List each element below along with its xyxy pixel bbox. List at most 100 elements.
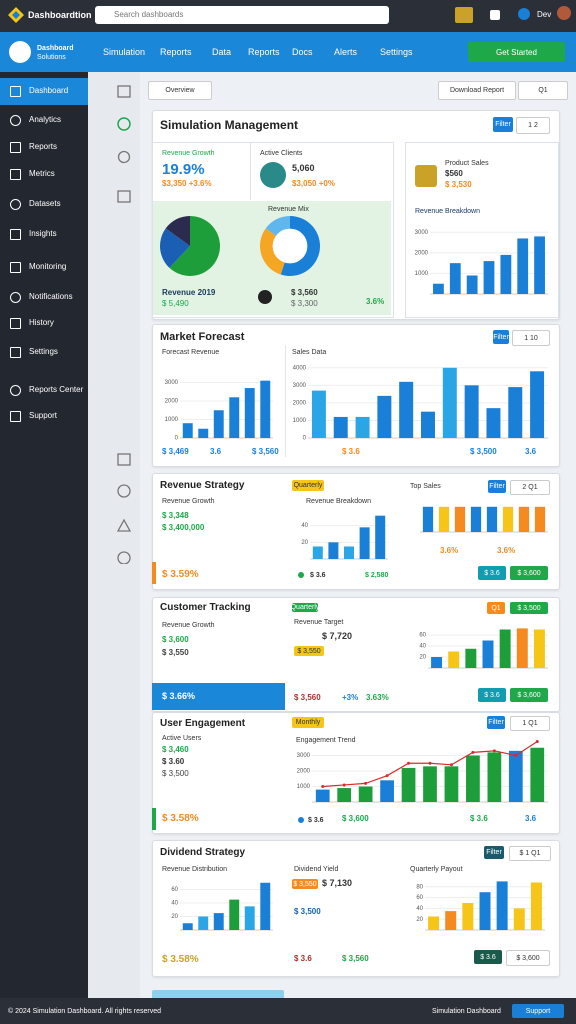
bar [213,410,224,438]
pager[interactable]: 1 10 [512,330,550,346]
panel-title: Customer Tracking [160,602,251,613]
nav-item[interactable]: Docs [292,47,313,57]
action-button[interactable]: $ 3.6 [474,950,502,964]
kpi-label: Active Clients [260,150,303,157]
sales-icon [415,165,437,187]
nav-item[interactable]: Data [212,47,232,57]
bar [534,506,546,532]
message-icon[interactable] [490,10,500,20]
kpi-value: $ 7,130 [322,878,353,888]
chart-label: Forecast Revenue [162,349,220,356]
kpi-label: Revenue Growth [162,150,215,157]
action-button[interactable]: $ 3,600 [510,566,548,580]
brand: Dashboardtion [28,10,92,20]
tag: Monthly [292,717,324,728]
bottom-stat: $ 3.58% [162,954,199,965]
filter-button[interactable]: Filter [488,480,506,493]
filter-button[interactable]: Filter [484,846,504,859]
nav-item[interactable]: Settings [380,47,413,57]
sidebar-item[interactable]: Monitoring [29,262,67,271]
sidebar-item[interactable]: Reports [29,142,58,151]
bar [260,882,271,930]
sales-card [405,142,559,318]
sidebar-item[interactable]: Insights [29,229,57,238]
nav-item[interactable]: Simulation [103,47,146,57]
trend-point [364,781,368,785]
mix-sub: $ 3,300 [291,299,318,308]
support-button[interactable]: Support [512,1004,564,1018]
bar [499,629,511,668]
sidebar-item[interactable]: Datasets [29,199,61,208]
bar [518,506,530,532]
panel-title: Revenue Strategy [160,480,245,491]
app-sub: Solutions [37,54,66,61]
range-dropdown[interactable]: Q1 [518,81,568,100]
filter-button[interactable]: Filter [487,716,505,729]
kpi-sub: $3,350 +3.6% [162,179,212,188]
footer-stat: $ 3,560 [294,693,321,702]
export-button[interactable]: Download Report [438,81,516,100]
bar [508,387,523,438]
sidebar-item[interactable]: Reports Center [29,385,84,394]
sidebar-item[interactable]: Metrics [29,169,55,178]
nav-item[interactable]: Reports [160,47,192,57]
bottom-stat: $ 3.66% [162,691,196,701]
footer-stat: $ 3,560 [342,954,369,963]
logo [8,7,24,23]
sidebar-icon [10,199,21,210]
sidebar-icon [10,347,21,358]
sidebar-item[interactable]: Support [29,411,58,420]
footer-stat: $ 3,600 [342,814,369,823]
kpi-sub: $ 3.60 [162,757,185,766]
bar [462,903,474,930]
app-logo [9,41,31,63]
action-button[interactable]: $ 3,600 [506,950,550,966]
bar [260,380,271,438]
chart-label: Engagement Trend [296,737,356,744]
sidebar-item[interactable]: Analytics [29,115,62,124]
action-button[interactable]: $ 3.6 [478,688,506,702]
notification-icon[interactable] [455,7,473,23]
bar [533,629,545,668]
pager[interactable]: 1 Q1 [510,716,550,731]
get-started-button[interactable]: Get Started [468,42,565,62]
y-tick-label: 20 [419,655,426,661]
sidebar-item[interactable]: Dashboard [29,86,69,95]
overview-dropdown[interactable]: Overview [148,81,212,100]
bar [421,411,435,438]
profile-icon[interactable] [518,8,530,20]
pager[interactable]: 1 2 [516,117,550,134]
action-button[interactable]: $ 3.6 [478,566,506,580]
bar [464,385,479,438]
nav-item[interactable]: Alerts [334,47,358,57]
mix-pct: 3.6% [366,297,385,306]
search-box[interactable] [95,6,389,24]
pager[interactable]: 2 Q1 [510,480,550,495]
nav-item[interactable]: Reports [248,47,280,57]
action-button[interactable]: $ 3,600 [510,688,548,702]
bar [182,923,193,930]
sidebar-item[interactable]: Notifications [29,292,73,301]
avatar[interactable] [557,6,571,20]
sidebar-active [0,78,88,105]
sidebar-item[interactable]: Settings [29,347,58,356]
chart-label: Revenue Breakdown [306,498,371,505]
bar [337,788,352,802]
mix-icon [258,290,272,304]
bar-chart: 20 40 60 [171,882,273,931]
sidebar [0,72,88,998]
filter-button[interactable]: Filter [493,117,513,132]
kpi-group [152,142,394,318]
sidebar-icon [10,115,21,126]
sidebar-icon [10,86,21,97]
footer-stat: $ 3,500 [470,447,497,456]
forecast-panel [152,324,560,467]
footer-stat: 3.6% [440,546,459,555]
sidebar-item[interactable]: History [29,318,54,327]
mix-value: $ 5,490 [162,299,189,308]
filter-button[interactable]: Filter [493,330,509,344]
combo-chart: 1000 2000 3000 [297,740,548,803]
pager[interactable]: $ 1 Q1 [509,846,551,861]
y-tick-label: 1000 [415,271,429,277]
y-tick-label: 0 [175,436,179,442]
